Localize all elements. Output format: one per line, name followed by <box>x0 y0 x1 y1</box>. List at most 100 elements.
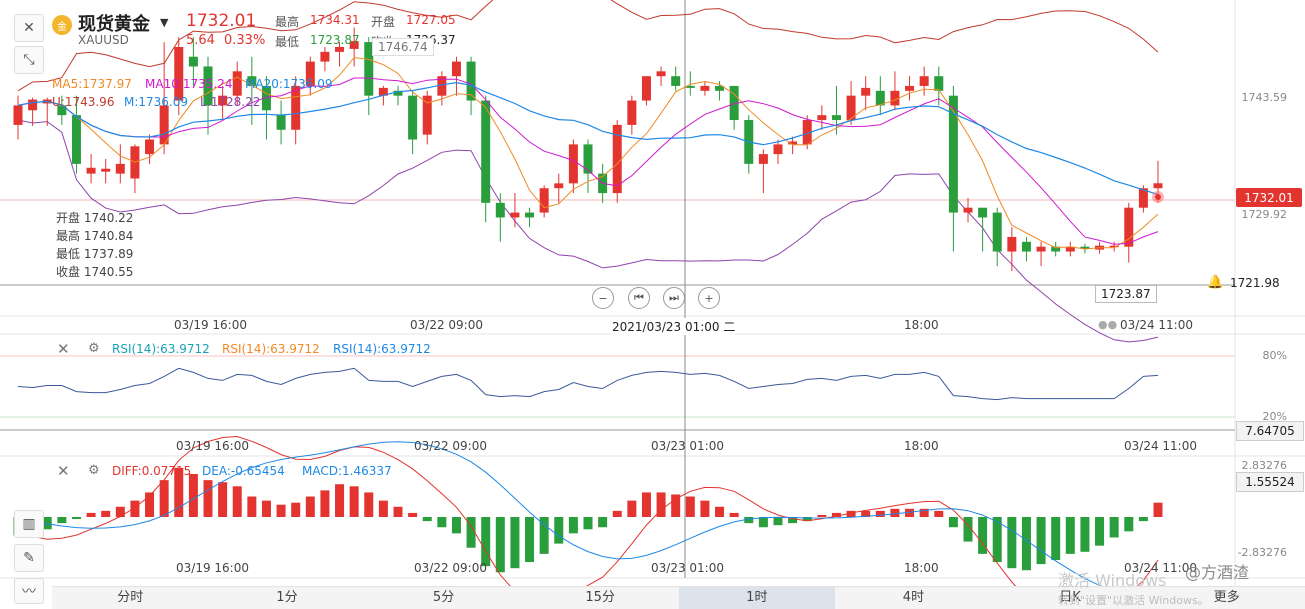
pen-tool-button[interactable]: ✎ <box>14 544 44 572</box>
brand-watermark: @方酒渣 <box>1185 563 1250 582</box>
instrument-title[interactable]: 现货黄金 <box>78 14 150 35</box>
macd-bar <box>42 517 52 530</box>
candle-body <box>28 99 38 111</box>
open-value: 1727.05 <box>406 13 456 27</box>
scroll-end-button[interactable]: ⏭ <box>663 287 685 309</box>
macd-bar <box>1065 517 1075 554</box>
candle-body <box>291 85 301 130</box>
tab-period-15m[interactable]: 15分 <box>585 590 615 605</box>
minus-icon: − <box>598 291 608 305</box>
draw-tool-button[interactable]: ▥ <box>14 510 44 538</box>
tab-period-4h[interactable]: 4时 <box>902 590 925 605</box>
macd-bar <box>1138 517 1148 522</box>
candle-body <box>1153 183 1163 189</box>
rsi-time-1: 03/19 16:00 <box>176 439 249 453</box>
tab-period-5m[interactable]: 5分 <box>432 590 455 605</box>
bell-icon[interactable]: 🔔 <box>1207 275 1224 290</box>
macd-bar <box>320 490 330 517</box>
macd-bar <box>510 517 520 569</box>
rsi-settings-icon[interactable]: ⚙ <box>88 341 100 356</box>
macd-axis-top: 2.83276 <box>1241 459 1288 472</box>
scroll-start-button[interactable]: ⏮ <box>628 287 650 309</box>
macd-bar <box>627 500 637 517</box>
macd-bar <box>408 512 418 517</box>
macd-bar <box>1036 517 1046 565</box>
gold-icon: 金 <box>52 15 72 35</box>
zoom-in-button[interactable]: + <box>698 287 720 309</box>
macd-bar <box>744 517 754 524</box>
macd-bar <box>466 517 476 548</box>
macd-bar <box>715 506 725 517</box>
macd-bar <box>700 500 710 517</box>
macd-bar <box>729 512 739 517</box>
chevron-down-icon[interactable]: ▼ <box>160 16 169 29</box>
collapse-button[interactable]: ⤡ <box>14 46 44 74</box>
rsi-level-low: 20% <box>1262 410 1287 423</box>
tab-period-day[interactable]: 日K <box>1059 590 1081 605</box>
macd-time-4: 18:00 <box>904 561 939 575</box>
macd-time-3: 03/23 01:00 <box>651 561 724 575</box>
tooltip-high: 最高 1740.84 <box>56 229 134 243</box>
macd-bar <box>86 512 96 517</box>
candle-body <box>729 85 739 121</box>
macd-bar <box>393 506 403 517</box>
close-rsi-icon[interactable]: ✕ <box>57 340 70 358</box>
macd-bar <box>525 517 535 563</box>
candle-body <box>1065 246 1075 252</box>
candle-body <box>481 100 491 203</box>
scroll-dots-icon[interactable]: ●● <box>1098 318 1118 331</box>
candle-body <box>758 154 768 164</box>
peak-marker: 1746.74 <box>372 38 434 56</box>
trend-icon: 〰 <box>22 584 36 600</box>
tab-period-timeshare[interactable]: 分时 <box>117 590 144 605</box>
candle-body <box>1007 236 1017 252</box>
macd-bar <box>1051 517 1061 560</box>
trend-tool-button[interactable]: 〰 <box>14 578 44 604</box>
pen-icon: ✎ <box>23 550 35 566</box>
candle-body <box>1138 188 1148 208</box>
macd-bar <box>145 492 155 517</box>
macd-bar <box>481 517 491 567</box>
macd-settings-icon[interactable]: ⚙ <box>88 463 100 478</box>
boll-upper-legend: U:1743.96 <box>52 95 115 109</box>
ma5-legend: MA5:1737.97 <box>52 77 132 91</box>
low-label: 最低 <box>275 35 300 49</box>
zoom-out-button[interactable]: − <box>592 287 614 309</box>
tab-period-1h[interactable]: 1时 <box>678 587 836 609</box>
macd-bar <box>846 510 856 517</box>
macd-bar <box>437 517 447 528</box>
candle-body <box>948 95 958 213</box>
current-price-tag: 1732.01 <box>1236 188 1302 207</box>
tab-period-more[interactable]: 更多 <box>1213 590 1240 605</box>
ma10-line <box>17 77 1159 245</box>
macd-bar <box>130 500 140 517</box>
tab-period-1m[interactable]: 1分 <box>276 590 298 605</box>
alert-price: 1721.98 <box>1230 276 1280 290</box>
rsi-time-2: 03/22 09:00 <box>414 439 487 453</box>
macd-bar <box>919 508 929 517</box>
macd-value-box: 1.55524 <box>1236 472 1304 492</box>
candle-body <box>934 76 944 91</box>
candle-body <box>276 115 286 130</box>
close-button[interactable]: ✕ <box>14 14 44 42</box>
candle-body <box>437 76 447 96</box>
candle-body <box>831 115 841 121</box>
macd-bar <box>583 517 593 530</box>
macd-bar <box>612 510 622 517</box>
candle-body <box>890 90 900 106</box>
macd-bar <box>276 504 286 517</box>
candle-body <box>174 46 184 101</box>
macd-bar <box>57 517 67 524</box>
candle-body <box>1051 246 1061 252</box>
macd-axis-bottom: -2.83276 <box>1237 546 1287 559</box>
boll-lower-legend: L:1728.22 <box>200 95 261 109</box>
close-macd-icon[interactable]: ✕ <box>57 462 70 480</box>
macd-bar <box>554 517 564 544</box>
high-value: 1734.31 <box>310 13 360 27</box>
boll-upper-line <box>17 0 1159 92</box>
macd-bar <box>890 508 900 517</box>
price-change-pct: 0.33% <box>224 33 266 48</box>
macd-bar <box>539 517 549 554</box>
candle-body <box>583 144 593 174</box>
